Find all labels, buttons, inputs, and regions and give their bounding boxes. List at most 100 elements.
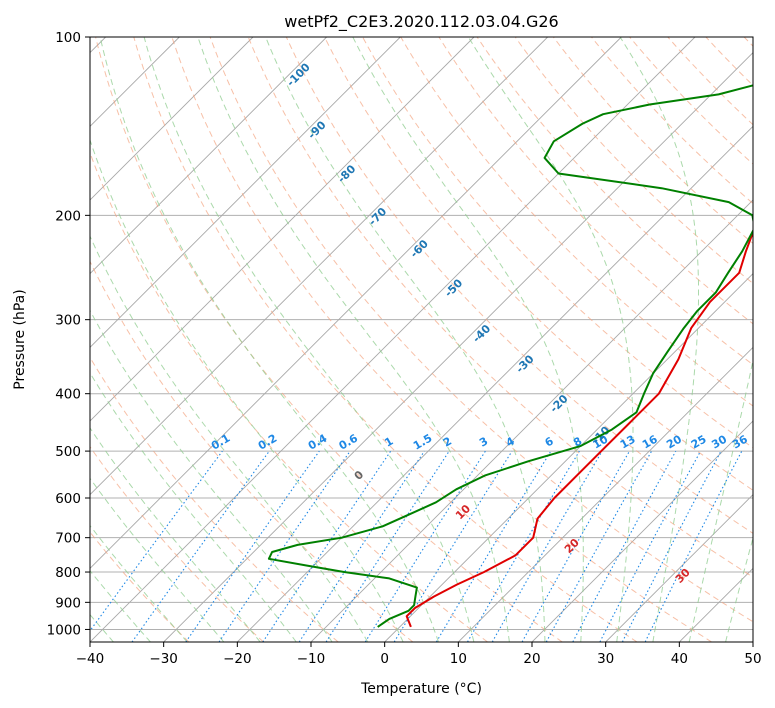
- x-tick-label: 50: [744, 651, 761, 667]
- dry-adiabat: [629, 37, 753, 165]
- isotherm--50: [90, 37, 622, 569]
- isotherm--60: [90, 37, 548, 496]
- y-tick-label: 900: [55, 595, 81, 611]
- dry-adiabat: [247, 37, 753, 578]
- isotherm--40: [90, 37, 696, 642]
- x-axis-label: Temperature (°C): [360, 681, 482, 697]
- moist-adiabat: [467, 37, 634, 642]
- moist-adiabat: [90, 477, 225, 642]
- mixing-ratio-line: [521, 450, 630, 642]
- moist-adiabat: [90, 309, 333, 642]
- y-tick-label: 100: [55, 30, 81, 46]
- mixing-ratio-line: [572, 450, 677, 642]
- mixing-ratio-line: [262, 450, 392, 642]
- y-tick-label: 300: [55, 313, 81, 329]
- isotherm--30: [163, 52, 753, 642]
- mixing-ratio-label: 1: [382, 435, 395, 450]
- temperature-line: [405, 229, 753, 628]
- mixing-ratio-line: [218, 450, 351, 642]
- dry-adiabat: [133, 37, 638, 642]
- x-tick-label: −30: [149, 651, 178, 667]
- mixing-ratio-line: [545, 450, 653, 642]
- moist-adiabat: [688, 358, 753, 642]
- isotherm-40: [679, 567, 753, 642]
- mixing-ratio-label: 20: [664, 432, 684, 451]
- dry-adiabat: [400, 37, 753, 407]
- dry-adiabat: [705, 37, 753, 87]
- y-axis-label: Pressure (hPa): [12, 289, 28, 389]
- mixing-ratio-label: 25: [689, 433, 709, 452]
- mixing-ratio-line: [325, 450, 450, 642]
- mixing-ratio-label: 13: [618, 433, 638, 452]
- isotherm-30: [605, 494, 753, 642]
- x-tick-label: −40: [76, 651, 105, 667]
- y-tick-label: 400: [55, 387, 81, 403]
- mixing-ratio-line: [491, 450, 603, 642]
- dry-adiabat: [476, 37, 753, 325]
- isotherm-20: [531, 420, 753, 642]
- axes: −40 −30 −20 −10 0 10 20 30 40 5010020030040050060…: [47, 30, 762, 667]
- dry-adiabat-label: 10: [453, 502, 473, 522]
- moist-adiabat-label: -70: [366, 205, 389, 228]
- moist-adiabat-label: -80: [335, 162, 358, 185]
- dry-adiabat: [90, 260, 414, 642]
- moist-adiabat-label: -60: [408, 237, 431, 260]
- y-tick-label: 700: [55, 531, 81, 547]
- mixing-ratio-line: [599, 450, 701, 642]
- moist-adiabat-label: -50: [442, 276, 465, 299]
- x-tick-label: −20: [223, 651, 252, 667]
- dry-adiabat: [552, 37, 753, 244]
- moist-adiabat: [90, 371, 297, 642]
- isotherm--90: [90, 37, 327, 275]
- dry-adiabat: [362, 37, 753, 449]
- mixing-ratio-label: 0.4: [306, 431, 330, 452]
- moist-adiabat: [197, 37, 510, 642]
- dry-adiabat-label: 30: [673, 566, 693, 586]
- moist-adiabat: [99, 37, 439, 642]
- x-tick-label: 30: [597, 651, 614, 667]
- dry-adiabat-label: 20: [562, 536, 582, 556]
- mixing-ratio-line: [90, 450, 223, 632]
- x-tick-label: −10: [297, 651, 326, 667]
- dry-adiabat: [90, 356, 339, 642]
- mixing-ratio-label: 6: [543, 434, 556, 449]
- mixing-ratio-label: 36: [730, 432, 750, 451]
- x-tick-label: 40: [671, 651, 688, 667]
- moist-adiabat: [265, 37, 546, 642]
- mixing-ratio-label: 0.1: [209, 432, 232, 453]
- dry-adiabat: [591, 37, 753, 205]
- mixing-ratio-label: 1.5: [411, 432, 434, 453]
- moist-adiabat: [90, 569, 151, 642]
- dewpoint-line: [267, 84, 753, 628]
- mixing-ratio-line: [364, 450, 486, 642]
- dry-adiabat: [324, 37, 753, 491]
- plot-area: 0.1 0.2 0.4 0.6 1 1.5 2 3 4 6 8 10 13 16 20 25 30 3601020…: [90, 37, 753, 642]
- x-tick-label: 20: [523, 651, 540, 667]
- x-tick-label: 0: [380, 651, 389, 667]
- dry-adiabat: [209, 37, 753, 623]
- isotherm-50: [752, 641, 753, 642]
- isotherm-0: [384, 273, 753, 642]
- y-tick-label: 1000: [47, 622, 81, 638]
- mixing-ratio-label: 3: [477, 435, 490, 450]
- dry-adiabat: [171, 37, 712, 642]
- mixing-ratio-label: 16: [640, 432, 660, 451]
- moist-adiabat: [90, 138, 404, 642]
- moist-adiabat-label: -30: [513, 352, 536, 375]
- mixing-ratio-line: [131, 450, 270, 642]
- isotherm--70: [90, 37, 475, 422]
- dry-adiabat: [438, 37, 753, 366]
- mixing-ratio-line: [467, 450, 580, 642]
- chart-title: wetPf2_C2E3.2020.112.03.04.G26: [284, 12, 558, 32]
- moist-adiabat-label: -40: [470, 322, 493, 345]
- moist-adiabat-label: -20: [547, 392, 570, 415]
- moist-adiabat: [619, 37, 699, 642]
- moist-adiabat-label: -90: [305, 118, 328, 141]
- x-tick-label: 10: [450, 651, 467, 667]
- moist-adiabat: [90, 524, 188, 642]
- mixing-ratio-label: 30: [709, 432, 729, 451]
- dry-adiabat: [90, 445, 264, 642]
- mixing-ratio-line: [185, 450, 320, 642]
